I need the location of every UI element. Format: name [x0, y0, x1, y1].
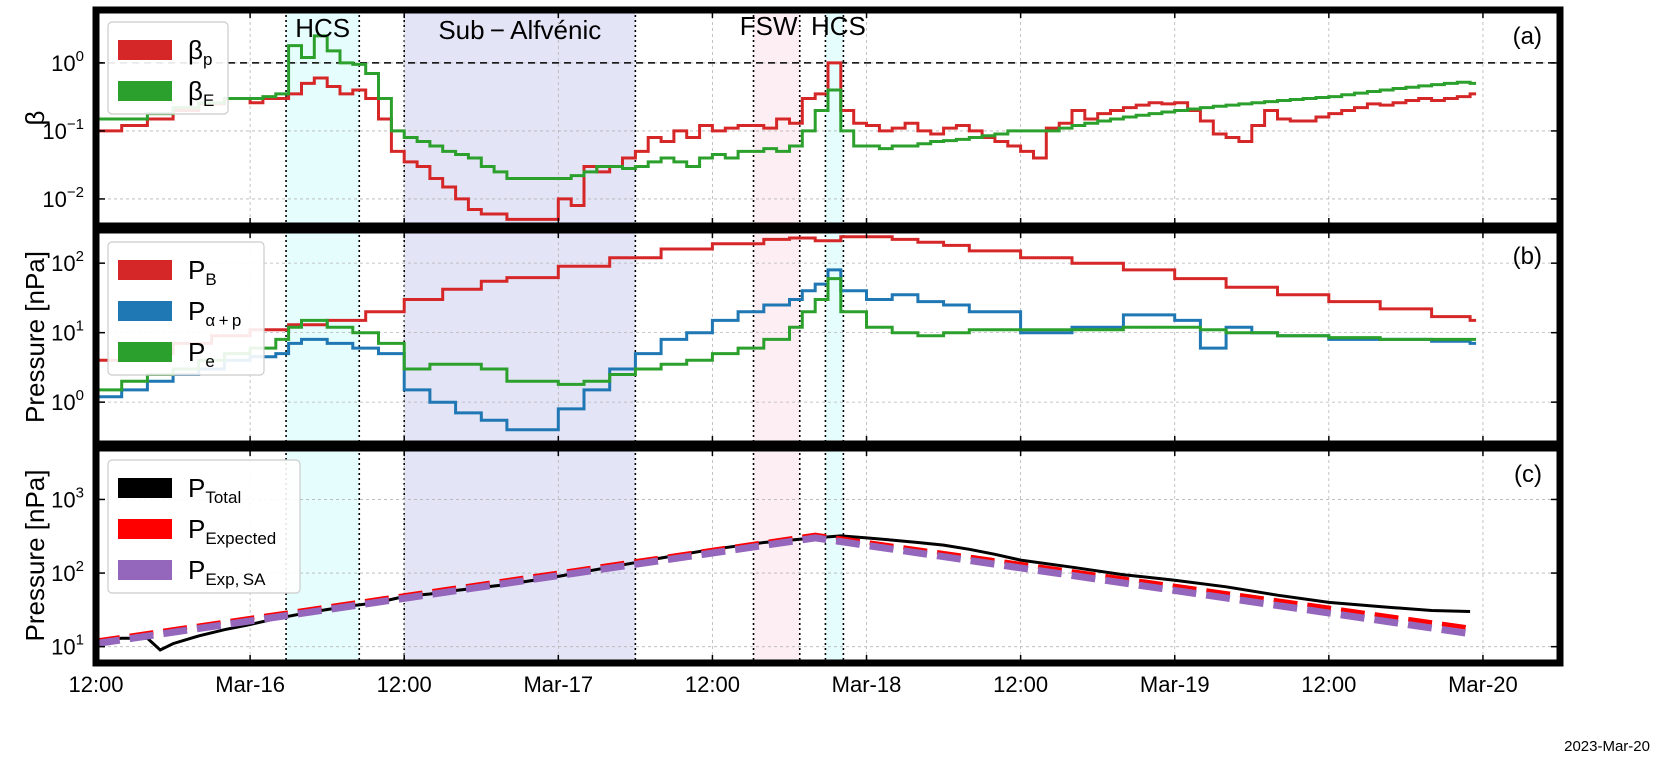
panel-label: (a): [1513, 23, 1542, 50]
region-shade: [286, 230, 360, 444]
legend-label: Pe: [188, 337, 215, 371]
region-shade: [404, 10, 636, 226]
panel-frame: [92, 6, 1564, 230]
y-tick-label: 10−2: [42, 184, 84, 212]
y-tick-label: 102: [51, 558, 84, 586]
region-shade: [753, 448, 800, 663]
x-tick-label: Mar-20: [1448, 672, 1518, 697]
panel-label: (c): [1514, 461, 1542, 488]
region-label: Sub − Alfvénic: [438, 15, 601, 45]
legend-swatch: [118, 260, 172, 280]
y-axis-label: Pressure [nPa]: [20, 251, 50, 423]
y-axis-label: Pressure [nPa]: [20, 470, 50, 642]
x-tick-label: 12:00: [68, 672, 123, 697]
x-tick-label: Mar-18: [832, 672, 902, 697]
x-tick-label: Mar-19: [1140, 672, 1210, 697]
legend-swatch: [118, 478, 172, 498]
legend-label: βp: [188, 35, 212, 69]
legend-label: PExp, SA: [188, 555, 266, 589]
series-line: [96, 268, 1477, 432]
y-tick-label: 102: [51, 248, 84, 276]
panel-frame: [92, 226, 1564, 448]
x-tick-label: Mar-17: [523, 672, 593, 697]
region-shade: [753, 230, 800, 444]
region-label: HCS: [811, 11, 866, 41]
x-tick-label: 12:00: [993, 672, 1048, 697]
legend-label: βE: [188, 76, 214, 110]
legend-label: PTotal: [188, 473, 241, 507]
y-tick-label: 103: [51, 484, 84, 512]
series-line: [96, 534, 1471, 648]
legend-swatch: [118, 560, 172, 580]
date-label: 2023-Mar-20: [1564, 738, 1650, 755]
region-shade: [825, 230, 844, 444]
y-tick-label: 10−1: [42, 116, 84, 144]
y-tick-label: 101: [51, 318, 84, 346]
legends: βp βE PB Pα + p Pe PTotal PExpected PExp, SA: [107, 21, 301, 594]
panel-series: [96, 34, 1477, 221]
legend-swatch: [118, 301, 172, 321]
series-line: [96, 277, 1477, 392]
series-line: [96, 34, 1477, 180]
region-shade: [404, 448, 636, 663]
region-shade: [404, 230, 636, 444]
y-tick-label: 100: [51, 48, 84, 76]
x-tick-label: 12:00: [377, 672, 432, 697]
panel-label: (b): [1513, 243, 1542, 270]
panel-series: [96, 235, 1477, 432]
panel-frames: [92, 6, 1564, 667]
region-label: FSW: [740, 11, 798, 41]
region-label: HCS: [295, 13, 350, 43]
legend-label: Pα + p: [188, 296, 241, 330]
legend-swatch: [118, 81, 172, 101]
x-tick-label: Mar-16: [215, 672, 285, 697]
x-tick-label: 12:00: [1301, 672, 1356, 697]
panel-frame: [92, 444, 1564, 667]
legend-swatch: [118, 519, 172, 539]
y-tick-label: 101: [51, 632, 84, 660]
x-tick-label: 12:00: [685, 672, 740, 697]
legend-label: PExpected: [188, 514, 276, 548]
y-axis-label: β: [20, 111, 50, 126]
data-series: [96, 34, 1477, 652]
panel-series: [96, 532, 1471, 652]
y-tick-label: 100: [51, 387, 84, 415]
legend-swatch: [118, 40, 172, 60]
legend-swatch: [118, 342, 172, 362]
legend-label: PB: [188, 255, 217, 289]
region-shade: [825, 448, 844, 663]
